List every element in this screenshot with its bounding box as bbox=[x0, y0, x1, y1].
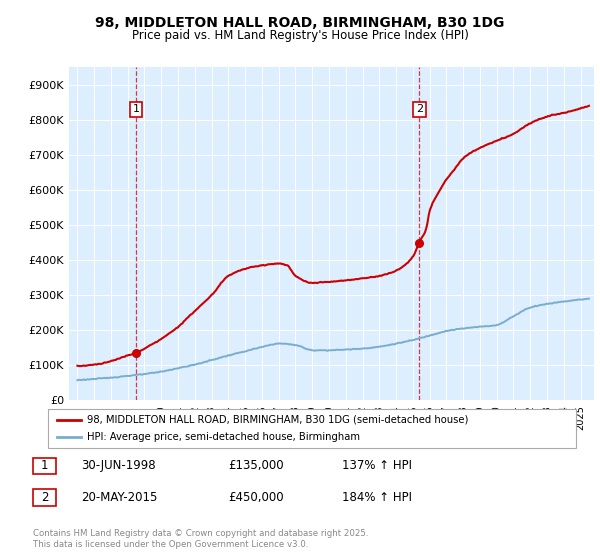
Text: 20-MAY-2015: 20-MAY-2015 bbox=[81, 491, 157, 504]
Text: HPI: Average price, semi-detached house, Birmingham: HPI: Average price, semi-detached house,… bbox=[87, 432, 360, 442]
Text: Contains HM Land Registry data © Crown copyright and database right 2025.
This d: Contains HM Land Registry data © Crown c… bbox=[33, 529, 368, 549]
Text: 98, MIDDLETON HALL ROAD, BIRMINGHAM, B30 1DG (semi-detached house): 98, MIDDLETON HALL ROAD, BIRMINGHAM, B30… bbox=[87, 415, 469, 425]
Text: 30-JUN-1998: 30-JUN-1998 bbox=[81, 459, 155, 473]
Text: 98, MIDDLETON HALL ROAD, BIRMINGHAM, B30 1DG: 98, MIDDLETON HALL ROAD, BIRMINGHAM, B30… bbox=[95, 16, 505, 30]
Text: 2: 2 bbox=[416, 104, 423, 114]
Text: 2: 2 bbox=[41, 491, 48, 504]
Text: Price paid vs. HM Land Registry's House Price Index (HPI): Price paid vs. HM Land Registry's House … bbox=[131, 29, 469, 42]
Text: 1: 1 bbox=[41, 459, 48, 473]
Text: £135,000: £135,000 bbox=[228, 459, 284, 473]
Text: £450,000: £450,000 bbox=[228, 491, 284, 504]
Text: 184% ↑ HPI: 184% ↑ HPI bbox=[342, 491, 412, 504]
Text: 1: 1 bbox=[133, 104, 140, 114]
Text: 137% ↑ HPI: 137% ↑ HPI bbox=[342, 459, 412, 473]
